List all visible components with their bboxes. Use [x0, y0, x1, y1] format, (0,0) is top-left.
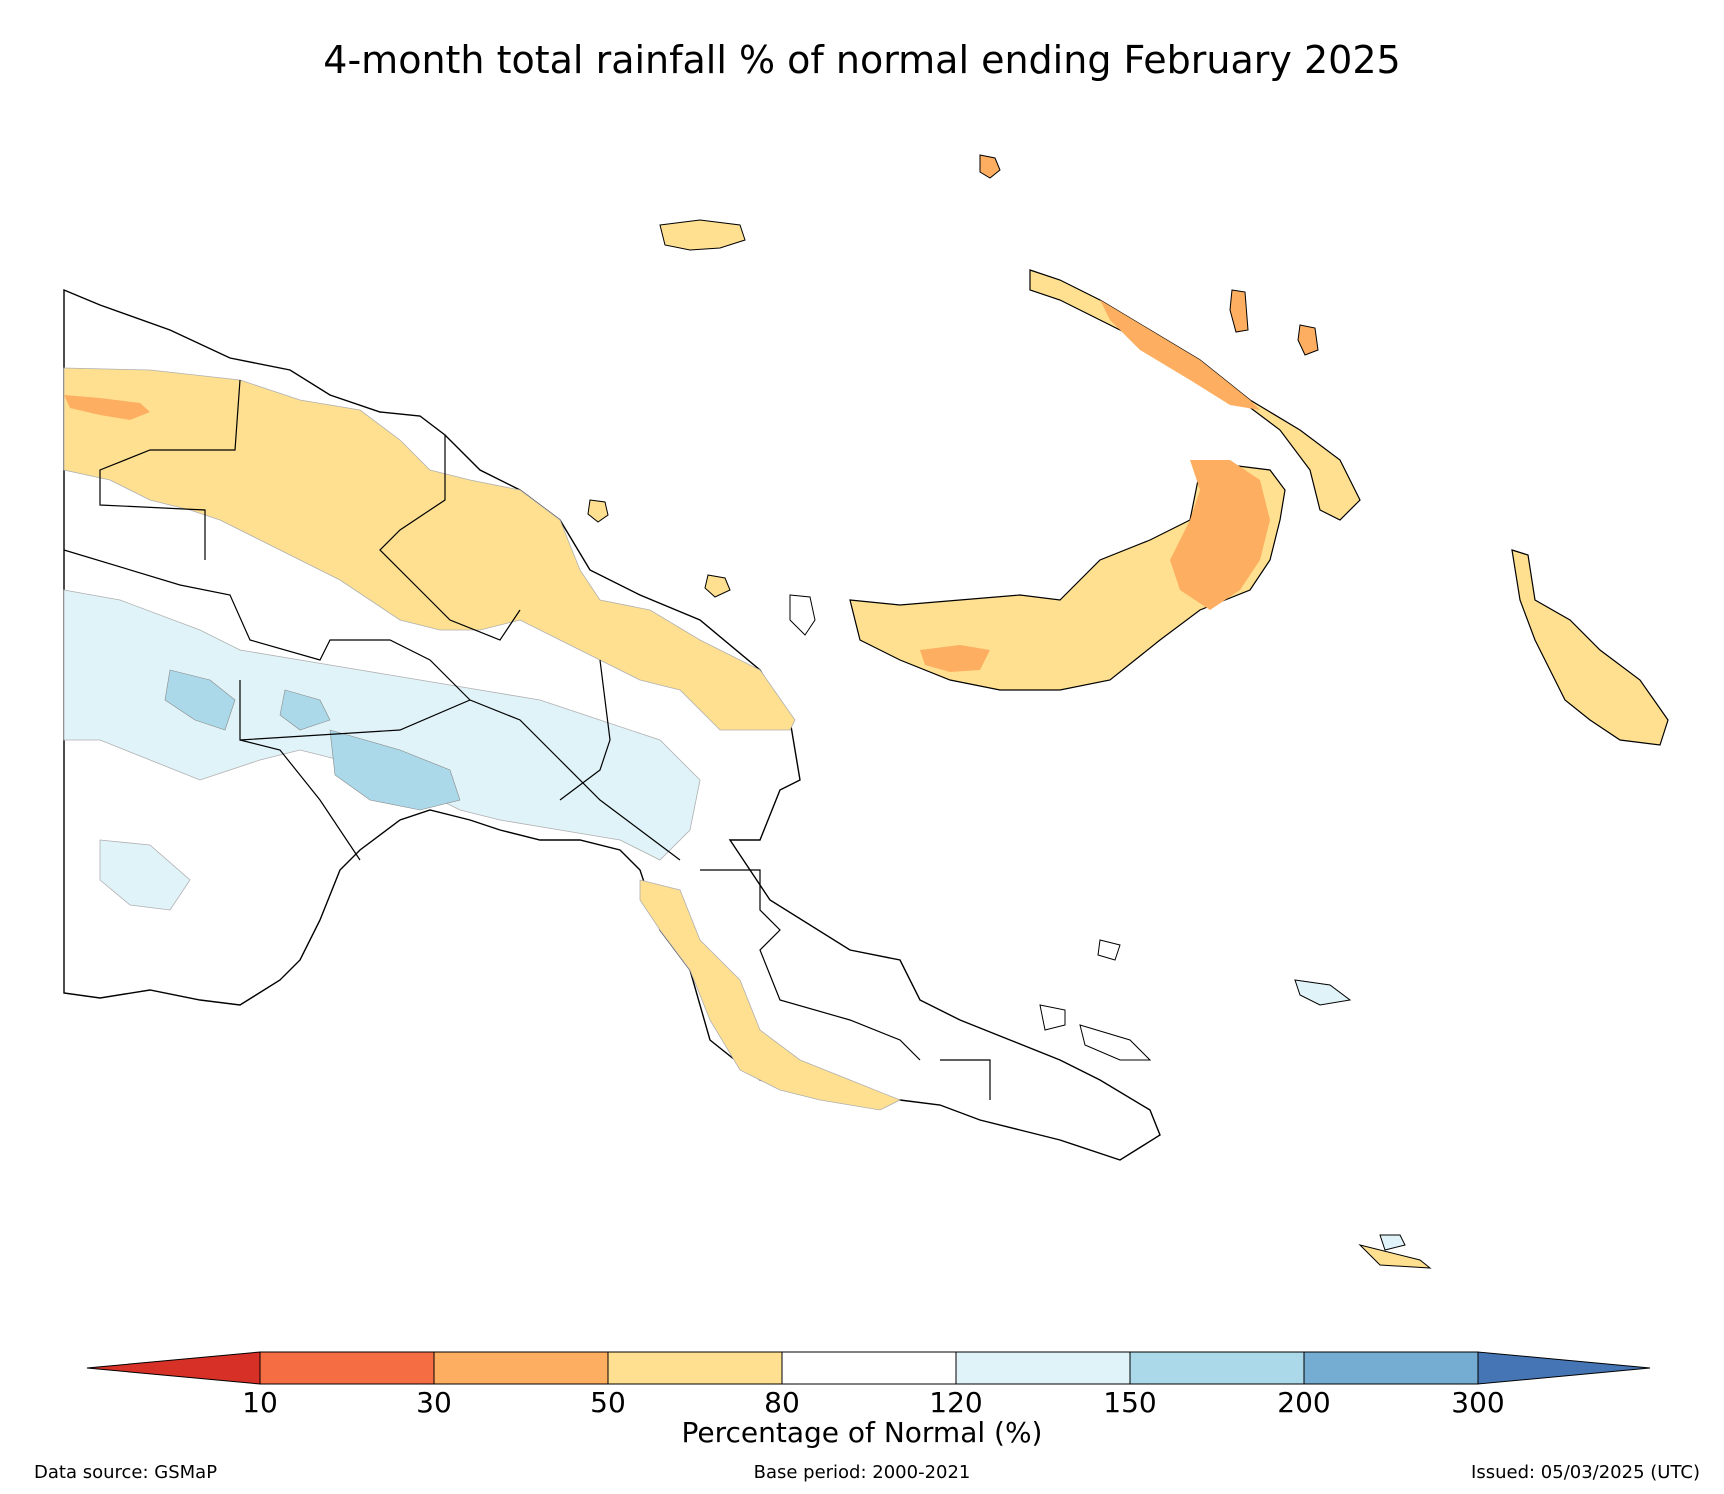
colorbar-extend-high	[1477, 1351, 1651, 1385]
new-britain-land	[849, 464, 1286, 691]
colorbar-bin-120-150	[955, 1351, 1131, 1385]
rainfall-map	[63, 154, 1669, 1269]
small-island-2	[1297, 324, 1319, 356]
island-fergusson	[1039, 1004, 1066, 1031]
colorbar-tick-200: 200	[1277, 1386, 1331, 1419]
island-trobriand	[1097, 939, 1121, 961]
footer-data-source: Data source: GSMaP	[34, 1462, 218, 1483]
island-sudest	[1358, 1244, 1432, 1269]
island-woodlark	[1294, 979, 1352, 1006]
region-50-80-southeast	[639, 879, 901, 1111]
new-ireland-land	[1029, 269, 1361, 521]
colorbar-bin-150-200	[1129, 1351, 1305, 1385]
colorbar-tick-300: 300	[1451, 1386, 1505, 1419]
island-west-new-britain	[789, 594, 816, 636]
island-umboi	[704, 574, 731, 598]
region-120-150-south	[63, 589, 701, 861]
page-title: 4-month total rainfall % of normal endin…	[323, 38, 1401, 82]
new-ireland-30-50	[1100, 300, 1260, 410]
colorbar-bin-80-120	[781, 1351, 957, 1385]
colorbar-bin-200-300	[1303, 1351, 1479, 1385]
region-50-80-north	[63, 367, 796, 731]
colorbar-tick-10: 10	[242, 1386, 278, 1419]
small-island-3	[1229, 289, 1249, 333]
new-britain-30-50-west	[920, 645, 990, 672]
province-boundaries	[63, 379, 991, 1100]
colorbar-bin-30-50	[433, 1351, 609, 1385]
colorbar-tick-150: 150	[1103, 1386, 1157, 1419]
colorbar-bin-50-80	[607, 1351, 783, 1385]
island-normanby	[1079, 1024, 1152, 1061]
region-120-150-southwest	[99, 839, 191, 911]
colorbar-tick-80: 80	[764, 1386, 800, 1419]
region-150-200-b	[279, 689, 331, 731]
new-britain-30-50	[1170, 460, 1270, 610]
colorbar-extend-low	[86, 1351, 261, 1385]
colorbar-title: Percentage of Normal (%)	[681, 1416, 1043, 1449]
small-island-1	[979, 154, 1001, 179]
island-karkar	[587, 499, 609, 523]
region-30-50-northwest	[64, 395, 150, 420]
manus-island	[659, 219, 746, 251]
region-150-200-a	[164, 669, 236, 731]
island-rossel	[1379, 1234, 1406, 1251]
footer-base-period: Base period: 2000-2021	[753, 1462, 971, 1483]
colorbar-tick-50: 50	[590, 1386, 626, 1419]
bougainville-land	[1511, 549, 1669, 746]
colorbar-tick-30: 30	[416, 1386, 452, 1419]
region-150-200-c	[329, 729, 461, 811]
footer-issued-date: Issued: 05/03/2025 (UTC)	[1471, 1462, 1700, 1483]
colorbar-bin-10-30	[259, 1351, 435, 1385]
colorbar-tick-120: 120	[929, 1386, 983, 1419]
